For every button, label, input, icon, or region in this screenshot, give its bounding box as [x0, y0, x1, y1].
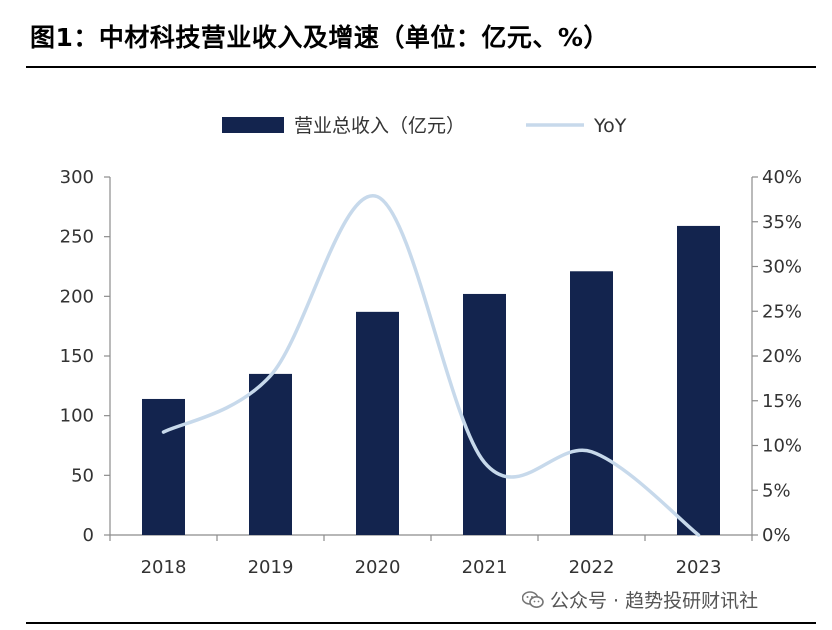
- x-tick-label: 2021: [462, 557, 508, 578]
- legend-swatch-revenue: [222, 117, 284, 133]
- x-tick-label: 2018: [141, 557, 187, 578]
- right-axis-tick-label: 0%: [762, 525, 791, 546]
- right-axis-tick-label: 30%: [762, 257, 802, 278]
- watermark: 公众号 · 趋势投研财讯社: [522, 586, 758, 613]
- yoy-series: [161, 194, 701, 537]
- left-axis-tick-label: 300: [60, 167, 94, 188]
- right-axis-tick-label: 25%: [762, 301, 802, 322]
- bar-series: [142, 225, 720, 535]
- right-axis-tick-label: 5%: [762, 480, 791, 501]
- left-axis-tick-label: 0: [83, 525, 94, 546]
- revenue-bar: [677, 225, 720, 535]
- top-rule: [26, 66, 816, 68]
- revenue-bar: [142, 398, 185, 535]
- right-axis-tick-label: 40%: [762, 167, 802, 188]
- left-axis-tick-label: 50: [71, 465, 94, 486]
- right-axis-tick-label: 10%: [762, 436, 802, 457]
- watermark-text: 公众号 · 趋势投研财讯社: [550, 590, 759, 612]
- figure-title: 图1：中材科技营业收入及增速（单位：亿元、%）: [30, 23, 609, 52]
- left-axis-tick-label: 200: [60, 286, 94, 307]
- revenue-bar: [249, 373, 292, 535]
- bottom-rule: [26, 622, 816, 624]
- revenue-bar: [570, 271, 613, 535]
- wechat-icon: [522, 590, 544, 608]
- left-axis-tick-label: 250: [60, 227, 94, 248]
- left-axis-tick-label: 150: [60, 346, 94, 367]
- x-tick-label: 2019: [248, 557, 294, 578]
- right-axis-tick-label: 15%: [762, 391, 802, 412]
- legend-label-revenue: 营业总收入（亿元）: [294, 115, 465, 137]
- x-tick-label: 2023: [676, 557, 722, 578]
- revenue-bar: [356, 311, 399, 535]
- chart-axes: 0 50 100 150 200 250 300 0% 5% 10% 15% 20% 25% 30% 35%…: [60, 167, 802, 546]
- x-tick-labels: 2018 2019 2020 2021 2022 2023: [141, 557, 722, 578]
- yoy-line: [161, 194, 701, 537]
- legend-label-yoy: YoY: [593, 115, 627, 137]
- left-axis-tick-label: 100: [60, 406, 94, 427]
- right-axis-tick-label: 35%: [762, 212, 802, 233]
- revenue-bar: [463, 293, 506, 535]
- right-axis-tick-label: 20%: [762, 346, 802, 367]
- x-tick-label: 2022: [569, 557, 615, 578]
- chart-legend: 营业总收入（亿元） YoY: [222, 115, 627, 137]
- x-tick-label: 2020: [355, 557, 401, 578]
